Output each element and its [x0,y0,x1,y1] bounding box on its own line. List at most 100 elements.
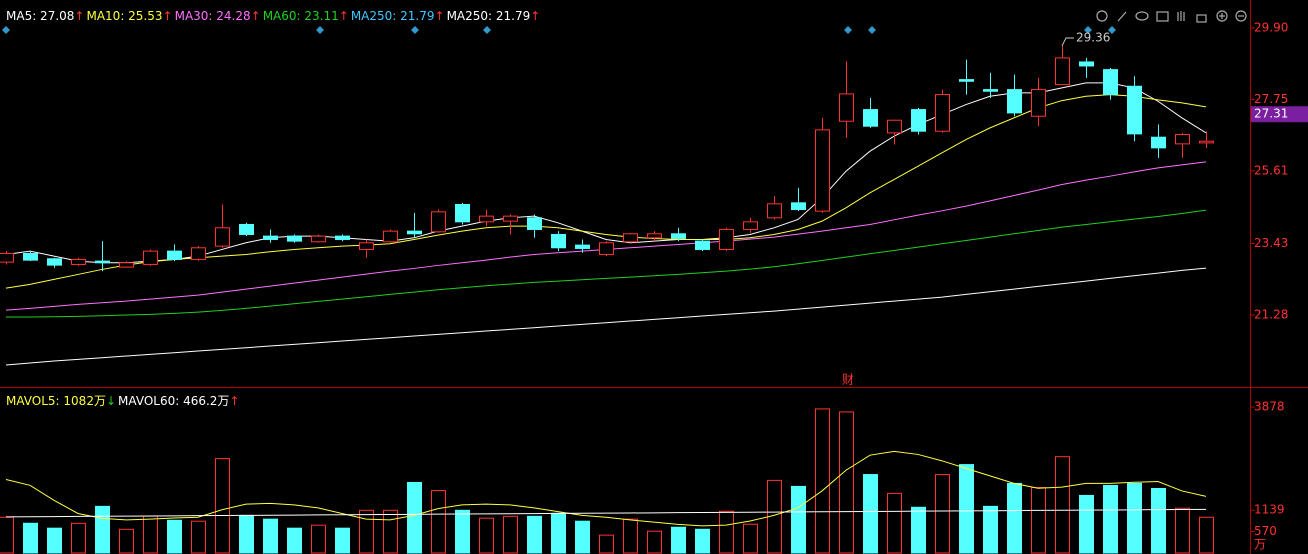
volume-bar [791,485,806,554]
candle-body [95,260,110,264]
candle-body [671,233,686,239]
candle-body [1031,89,1046,117]
volume-bar [647,530,662,554]
high-label: 29.36 [1076,30,1110,44]
vol-ma-line [5,450,1207,527]
legend-entry: MA60: 23.11↑ [263,9,349,23]
legend-arrow: ↑ [229,394,240,408]
volume-bar [671,526,686,554]
volume-bar [23,522,38,554]
volume-bar [1007,482,1022,554]
candle-body [215,227,230,247]
volume-bar [311,524,326,554]
candle-body [1127,85,1142,135]
volume-bar [839,411,854,554]
volume-bar [335,527,350,554]
candle-body [1103,69,1118,96]
candle-body [887,119,902,134]
candle-body [1055,57,1070,86]
candle-body [143,250,158,265]
candle-body [623,233,638,243]
volume-bar [623,518,638,554]
candle-body [815,129,830,212]
candle-body [1079,61,1094,67]
legend-arrow: ↑ [338,9,349,23]
candle-body [23,252,38,261]
volume-bar [479,517,494,554]
vol-tick-label: 1139 [1254,503,1285,517]
volume-bar [287,527,302,554]
y-tick-label: 29.90 [1254,20,1288,34]
volume-bar [455,509,470,554]
legend-entry: MAVOL60: 466.2万↑ [118,392,239,409]
volume-bar [263,518,278,554]
candle-body [911,109,926,132]
volume-bar [191,520,206,554]
candle-body [359,242,374,250]
volume-bar [935,474,950,554]
legend-arrow: ↑ [74,9,85,23]
volume-bar [1199,516,1214,554]
candle-body [767,203,782,219]
candle-body [719,228,734,250]
ma-line [5,267,1207,366]
ma-legend: MA5: 27.08↑ MA10: 25.53↑ MA30: 24.28↑ MA60:… [6,9,542,23]
candle-body [191,247,206,260]
vol-ma-line [5,508,1207,518]
volume-bar [815,408,830,554]
vol-tick-label: 570 [1254,524,1277,538]
candle-body [479,215,494,223]
volume-bar [383,509,398,554]
high-leader [1061,37,1074,47]
candle-body [551,233,566,249]
finance-marker: 财 [842,373,854,387]
volume-bar [47,527,62,554]
candle-body [503,215,518,222]
volume-bar [983,505,998,554]
volume-bar [575,520,590,554]
volume-bar [1103,484,1118,554]
volume-bar [215,458,230,554]
candle-body [1007,89,1022,114]
legend-arrow: ↑ [250,9,261,23]
legend-entry: MA250: 21.79↑ [351,9,445,23]
legend-text: MA10: 25.53 [86,9,163,23]
volume-bar [1151,487,1166,554]
candle-body [455,203,470,223]
candle-body [791,202,806,210]
volume-bar [407,481,422,554]
candle-body [167,250,182,260]
legend-text: MA5: 27.08 [6,9,75,23]
volume-bar [863,474,878,554]
candle-body [863,109,878,127]
candle-body [0,252,14,263]
legend-arrow: ↑ [434,9,445,23]
toolbar[interactable] [1096,10,1247,23]
legend-text: MA60: 23.11 [262,9,339,23]
candle-body [599,242,614,255]
candle-body [1175,134,1190,145]
event-markers [2,26,1116,34]
candle-body [743,221,758,230]
legend-text: MAVOL5: 1082万 [6,394,106,408]
volume-bar [551,512,566,554]
volume-bar [1127,482,1142,554]
ma-line [6,209,1207,318]
volume-bar [0,516,14,554]
volume-bar [239,514,254,554]
candle-body [311,235,326,243]
volume-bar [143,515,158,554]
legend-arrow: ↓ [105,394,117,408]
candle-body [647,233,662,239]
candle-body [239,223,254,235]
candle-body [119,262,134,268]
last-price-tag [1251,106,1308,123]
legend-text: MA30: 24.28 [174,9,251,23]
candle-body [287,235,302,242]
volume-bar [71,522,86,554]
candle-body [575,244,590,249]
vol-tick-label: 3878 [1254,400,1285,414]
y-tick-label: 21.28 [1254,308,1288,322]
volume-bar [719,510,734,554]
volume-bar [95,505,110,554]
